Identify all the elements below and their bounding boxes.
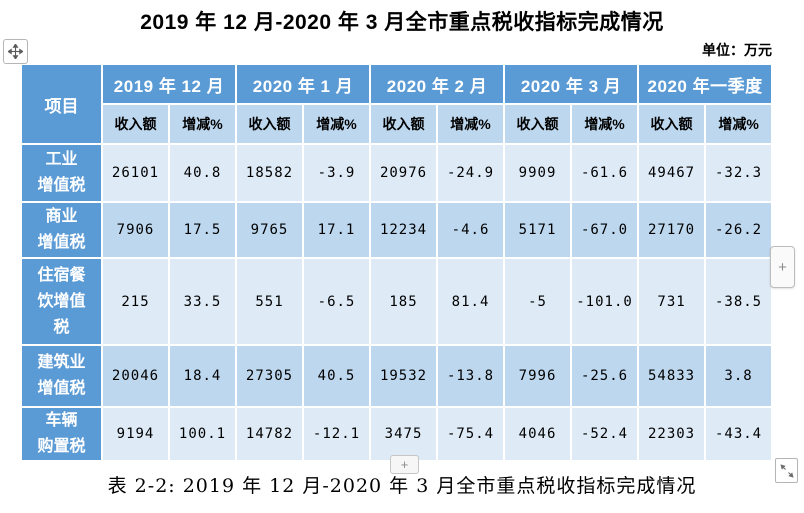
sub-header-change: 增减% bbox=[706, 105, 774, 145]
sub-header-income: 收入额 bbox=[237, 105, 304, 145]
add-row-button[interactable]: + bbox=[390, 455, 419, 474]
data-cell: -5 bbox=[505, 259, 573, 346]
row-label: 住宿餐 饮增值 税 bbox=[22, 259, 103, 346]
table-row-industrial-vat: 工业 增值税 26101 40.8 18582 -3.9 20976 -24.9… bbox=[22, 145, 774, 203]
table-row-vehicle-purchase-tax: 车辆 购置税 9194 100.1 14782 -12.1 3475 -75.4… bbox=[22, 408, 774, 462]
move-icon bbox=[8, 44, 23, 59]
data-cell: 551 bbox=[237, 259, 304, 346]
unit-label: 单位：万元 bbox=[702, 42, 772, 58]
data-cell: -101.0 bbox=[572, 259, 640, 346]
data-cell: 22303 bbox=[639, 408, 707, 462]
data-cell: -13.8 bbox=[438, 346, 506, 408]
table-resize-handle[interactable] bbox=[775, 458, 798, 483]
data-cell: -52.4 bbox=[572, 408, 640, 462]
data-cell: 9194 bbox=[103, 408, 170, 462]
table-caption: 表 2-2: 2019 年 12 月-2020 年 3 月全市重点税收指标完成情… bbox=[107, 475, 697, 497]
data-cell: 9909 bbox=[505, 145, 573, 203]
data-cell: 40.5 bbox=[304, 346, 372, 408]
data-cell: 81.4 bbox=[438, 259, 506, 346]
data-cell: 9765 bbox=[237, 203, 304, 259]
data-cell: 4046 bbox=[505, 408, 573, 462]
data-cell: 49467 bbox=[639, 145, 707, 203]
sub-header-income: 收入额 bbox=[505, 105, 573, 145]
row-label: 建筑业 增值税 bbox=[22, 346, 103, 408]
sub-header-change: 增减% bbox=[438, 105, 506, 145]
data-cell: 17.1 bbox=[304, 203, 372, 259]
sub-header-change: 增减% bbox=[170, 105, 237, 145]
data-cell: 18582 bbox=[237, 145, 304, 203]
plus-icon: + bbox=[400, 457, 409, 472]
data-cell: -43.4 bbox=[706, 408, 774, 462]
sub-header-income: 收入额 bbox=[639, 105, 707, 145]
page-title: 2019 年 12 月-2020 年 3 月全市重点税收指标完成情况 bbox=[140, 11, 664, 34]
data-cell: 215 bbox=[103, 259, 170, 346]
data-cell: -3.9 bbox=[304, 145, 372, 203]
data-cell: 100.1 bbox=[170, 408, 237, 462]
row-label: 车辆 购置税 bbox=[22, 408, 103, 462]
data-cell: -75.4 bbox=[438, 408, 506, 462]
resize-icon bbox=[779, 463, 794, 478]
col-group-2020-02: 2020 年 2 月 bbox=[371, 65, 506, 105]
data-cell: 3475 bbox=[371, 408, 439, 462]
data-cell: -32.3 bbox=[706, 145, 774, 203]
data-cell: 731 bbox=[639, 259, 707, 346]
row-label: 商业 增值税 bbox=[22, 203, 103, 259]
data-cell: -61.6 bbox=[572, 145, 640, 203]
data-cell: -12.1 bbox=[304, 408, 372, 462]
data-cell: 20976 bbox=[371, 145, 439, 203]
table-row-commercial-vat: 商业 增值税 7906 17.5 9765 17.1 12234 -4.6 51… bbox=[22, 203, 774, 259]
data-cell: 54833 bbox=[639, 346, 707, 408]
data-cell: 185 bbox=[371, 259, 439, 346]
data-cell: -6.5 bbox=[304, 259, 372, 346]
corner-header: 项目 bbox=[22, 65, 103, 145]
header-row-sub: 收入额 增减% 收入额 增减% 收入额 增减% 收入额 增减% 收入额 增减% bbox=[22, 105, 774, 145]
data-cell: 17.5 bbox=[170, 203, 237, 259]
data-cell: 27305 bbox=[237, 346, 304, 408]
col-group-2020-q1: 2020 年一季度 bbox=[639, 65, 774, 105]
table-move-handle[interactable] bbox=[3, 39, 28, 64]
sub-header-change: 增减% bbox=[572, 105, 640, 145]
col-group-2019-12: 2019 年 12 月 bbox=[103, 65, 237, 105]
data-cell: 40.8 bbox=[170, 145, 237, 203]
sub-header-income: 收入额 bbox=[103, 105, 170, 145]
table-row-accommodation-catering-vat: 住宿餐 饮增值 税 215 33.5 551 -6.5 185 81.4 -5 … bbox=[22, 259, 774, 346]
data-cell: 19532 bbox=[371, 346, 439, 408]
data-cell: 26101 bbox=[103, 145, 170, 203]
data-cell: 7906 bbox=[103, 203, 170, 259]
table-row-construction-vat: 建筑业 增值税 20046 18.4 27305 40.5 19532 -13.… bbox=[22, 346, 774, 408]
sub-header-income: 收入额 bbox=[371, 105, 439, 145]
data-cell: -4.6 bbox=[438, 203, 506, 259]
data-cell: -67.0 bbox=[572, 203, 640, 259]
data-cell: -24.9 bbox=[438, 145, 506, 203]
data-cell: 18.4 bbox=[170, 346, 237, 408]
tax-table: 项目 2019 年 12 月 2020 年 1 月 2020 年 2 月 202… bbox=[22, 65, 774, 462]
plus-icon: + bbox=[778, 258, 787, 276]
data-cell: 7996 bbox=[505, 346, 573, 408]
row-label: 工业 增值税 bbox=[22, 145, 103, 203]
header-row-months: 项目 2019 年 12 月 2020 年 1 月 2020 年 2 月 202… bbox=[22, 65, 774, 145]
col-group-2020-01: 2020 年 1 月 bbox=[237, 65, 372, 105]
data-cell: 12234 bbox=[371, 203, 439, 259]
data-cell: 20046 bbox=[103, 346, 170, 408]
data-cell: 14782 bbox=[237, 408, 304, 462]
col-group-2020-03: 2020 年 3 月 bbox=[505, 65, 640, 105]
data-cell: -25.6 bbox=[572, 346, 640, 408]
data-cell: 33.5 bbox=[170, 259, 237, 346]
data-cell: -38.5 bbox=[706, 259, 774, 346]
data-cell: 5171 bbox=[505, 203, 573, 259]
data-cell: -26.2 bbox=[706, 203, 774, 259]
sub-header-change: 增减% bbox=[304, 105, 372, 145]
add-column-button[interactable]: + bbox=[770, 246, 795, 288]
data-cell: 3.8 bbox=[706, 346, 774, 408]
data-cell: 27170 bbox=[639, 203, 707, 259]
